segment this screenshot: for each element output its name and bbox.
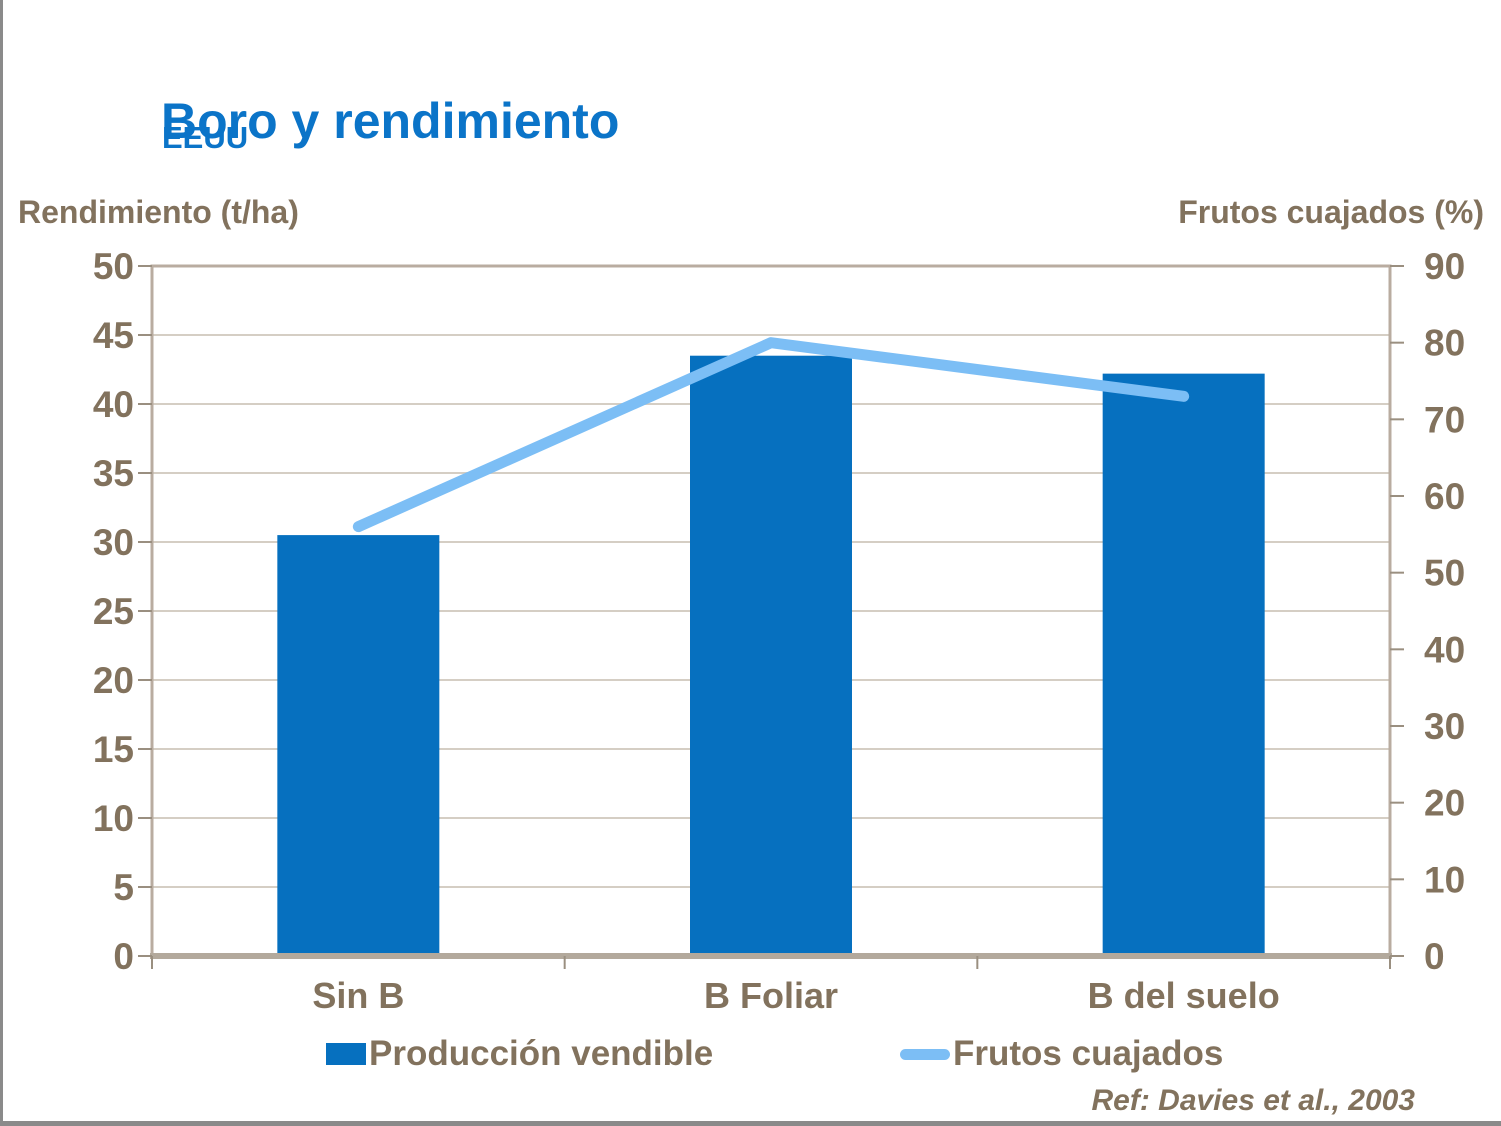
left-tick-label: 50 (93, 246, 134, 287)
line-series-swatch-icon (900, 1048, 950, 1060)
right-tick-label: 30 (1424, 706, 1465, 747)
legend-label: Frutos cuajados (953, 1034, 1224, 1073)
category-label: B Foliar (704, 975, 838, 1016)
right-tick-label: 50 (1424, 553, 1465, 594)
right-tick-label: 20 (1424, 783, 1465, 824)
right-tick-label: 40 (1424, 629, 1465, 670)
bar-sin-b (277, 535, 440, 956)
category-label: Sin B (312, 975, 404, 1016)
left-axis-title: Rendimiento (t/ha) (18, 194, 299, 230)
left-tick-label: 0 (113, 936, 134, 977)
right-tick-label: 90 (1424, 246, 1465, 287)
bar-b-foliar (690, 355, 852, 956)
page-subtitle: EEUU (162, 120, 249, 155)
right-tick-label: 10 (1424, 859, 1465, 900)
left-tick-label: 20 (93, 660, 134, 701)
legend-item-frutos-cuajados: Frutos cuajados (900, 1034, 1223, 1074)
right-tick-label: 70 (1424, 399, 1465, 440)
left-tick-label: 10 (93, 798, 134, 839)
left-tick-label: 30 (93, 522, 134, 563)
left-tick-label: 40 (93, 384, 134, 425)
legend-label: Producción vendible (369, 1034, 714, 1073)
right-axis-title: Frutos cuajados (%) (1178, 194, 1484, 230)
right-tick-label: 0 (1424, 936, 1445, 977)
slide-left-border (0, 0, 3, 1126)
left-tick-label: 35 (93, 453, 134, 494)
line-series (352, 337, 1190, 533)
right-tick-label: 80 (1424, 323, 1465, 364)
page-title: Boro y rendimiento (161, 92, 620, 149)
left-tick-label: 15 (93, 729, 134, 770)
slide-bottom-border (0, 1121, 1501, 1126)
right-tick-label: 60 (1424, 476, 1465, 517)
bar-b-del-suelo (1102, 373, 1265, 956)
bar-series-swatch-icon (326, 1043, 366, 1065)
reference-citation: Ref: Davies et al., 2003 (1091, 1084, 1415, 1117)
left-tick-label: 25 (93, 591, 134, 632)
category-label: B del suelo (1088, 975, 1280, 1016)
left-tick-label: 5 (113, 867, 134, 908)
legend-item-produccion-vendible: Producción vendible (326, 1034, 713, 1074)
left-tick-label: 45 (93, 315, 134, 356)
